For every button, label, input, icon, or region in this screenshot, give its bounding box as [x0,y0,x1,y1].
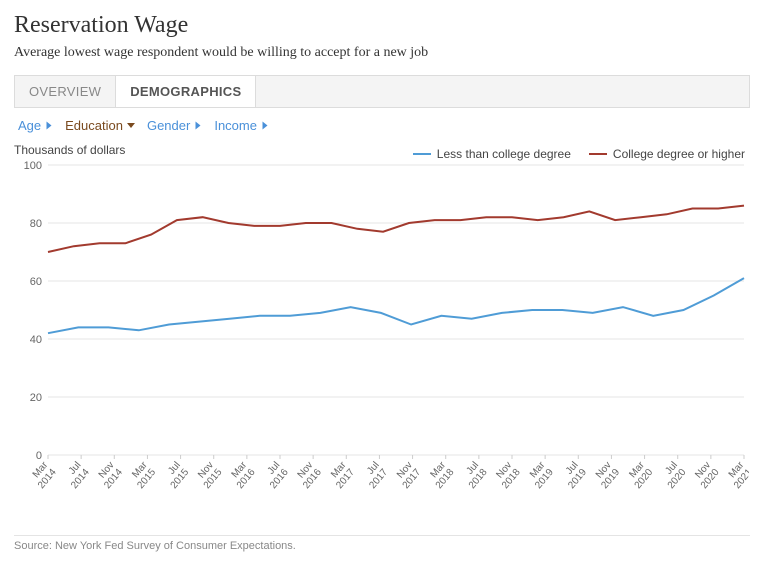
tab-overview[interactable]: OVERVIEW [15,76,116,107]
svg-text:80: 80 [30,218,42,230]
y-axis-title: Thousands of dollars [14,143,125,157]
legend-item: Less than college degree [413,147,571,161]
caret-icon [262,122,267,130]
subtab-education[interactable]: Education [65,118,135,133]
subtab-bar: Age Education Gender Income [14,108,750,137]
caret-icon [127,123,135,128]
subtab-age[interactable]: Age [18,118,53,133]
page-title: Reservation Wage [14,12,750,39]
svg-text:100: 100 [24,160,42,172]
tab-demographics[interactable]: DEMOGRAPHICS [116,76,256,107]
chart-legend: Less than college degree College degree o… [413,147,745,161]
subtab-label: Education [65,118,123,133]
page-subtitle: Average lowest wage respondent would be … [14,45,750,61]
subtab-label: Gender [147,118,190,133]
legend-label: College degree or higher [613,147,745,161]
svg-text:60: 60 [30,276,42,288]
legend-label: Less than college degree [437,147,571,161]
legend-swatch [413,153,431,155]
caret-icon [196,122,201,130]
legend-swatch [589,153,607,155]
subtab-label: Income [214,118,257,133]
subtab-income[interactable]: Income [214,118,269,133]
source-attribution: Source: New York Fed Survey of Consumer … [14,535,750,552]
chart-region: Thousands of dollars Less than college d… [14,143,749,533]
series-line [48,206,744,252]
tab-bar: OVERVIEWDEMOGRAPHICS [14,75,750,108]
svg-text:20: 20 [30,392,42,404]
svg-text:40: 40 [30,334,42,346]
caret-icon [47,122,52,130]
subtab-gender[interactable]: Gender [147,118,202,133]
legend-item: College degree or higher [589,147,745,161]
subtab-label: Age [18,118,41,133]
series-line [48,278,744,333]
line-chart: 020406080100Mar2014Jul2014Nov2014Mar2015… [14,143,749,533]
